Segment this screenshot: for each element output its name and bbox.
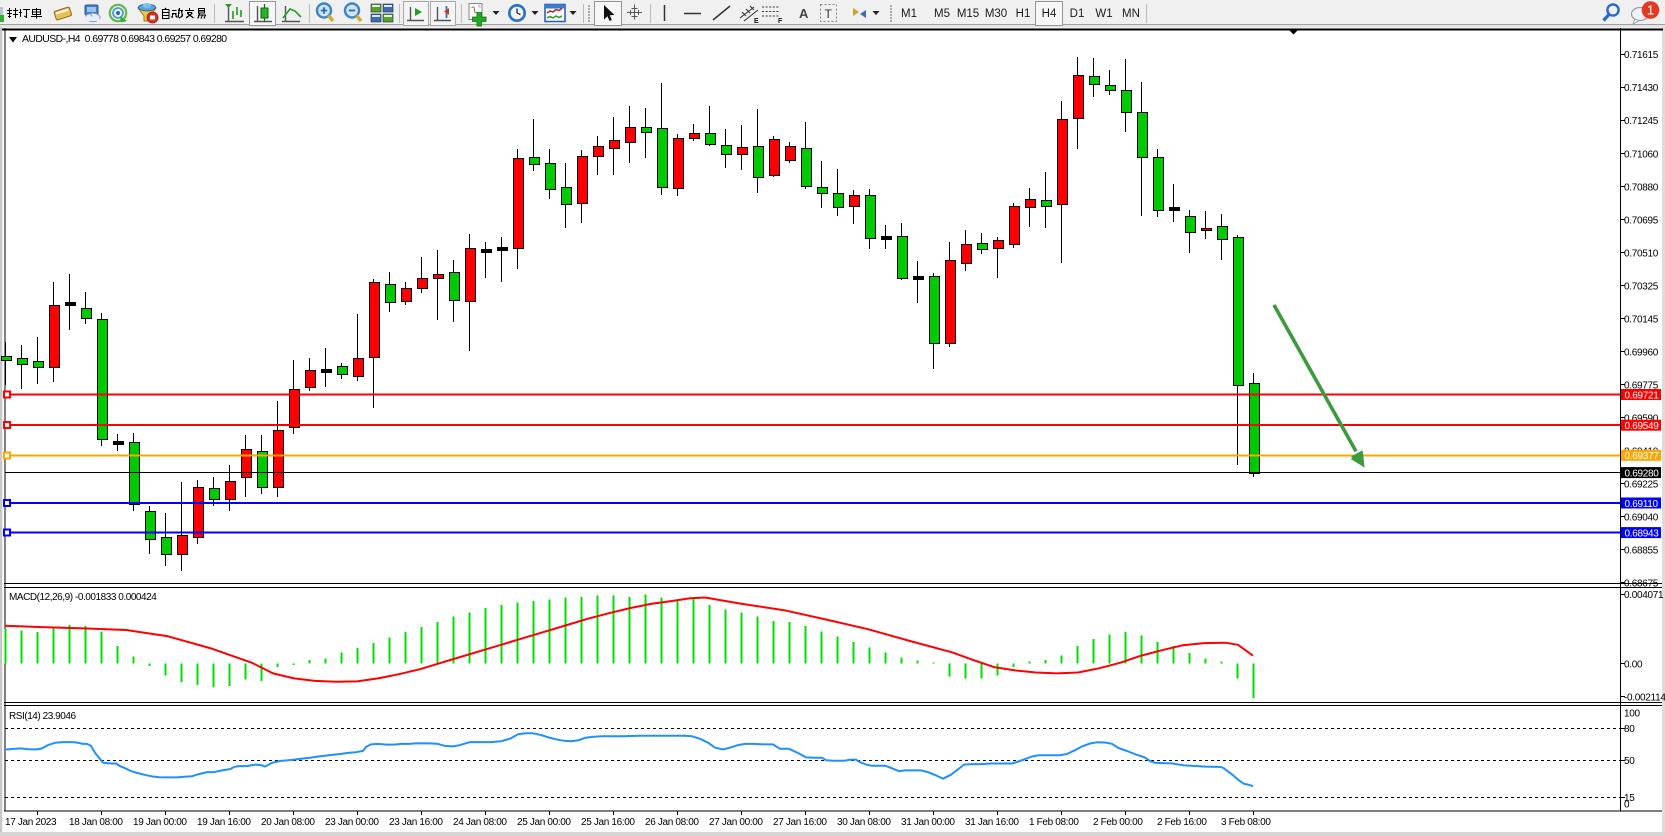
svg-text:0.69721: 0.69721 [1625,390,1660,401]
svg-text:20 Jan 08:00: 20 Jan 08:00 [261,817,315,828]
svg-text:31 Jan 16:00: 31 Jan 16:00 [965,817,1019,828]
svg-text:23 Jan 16:00: 23 Jan 16:00 [389,817,443,828]
svg-text:0.69775: 0.69775 [1624,380,1659,391]
svg-text:0.71060: 0.71060 [1624,149,1659,160]
svg-text:1: 1 [1647,3,1654,18]
svg-text:M15: M15 [957,8,979,20]
svg-text:0.71430: 0.71430 [1624,83,1659,94]
svg-text:0.70510: 0.70510 [1624,248,1659,259]
svg-text:17 Jan 2023: 17 Jan 2023 [5,817,57,828]
svg-text:80: 80 [1624,724,1635,735]
svg-text:E: E [754,18,759,25]
svg-text:0.69110: 0.69110 [1625,499,1659,510]
svg-text:RSI(14) 23.9046: RSI(14) 23.9046 [9,711,77,722]
svg-text:F: F [778,18,783,25]
svg-text:25 Jan 16:00: 25 Jan 16:00 [581,817,635,828]
svg-text:27 Jan 16:00: 27 Jan 16:00 [773,817,827,828]
svg-text:0.69549: 0.69549 [1625,421,1660,432]
svg-text:D1: D1 [1070,8,1085,20]
svg-text:2 Feb 00:00: 2 Feb 00:00 [1093,817,1143,828]
svg-text:0.68675: 0.68675 [1624,579,1659,590]
svg-text:15: 15 [1624,793,1635,804]
svg-text:0.00: 0.00 [1624,659,1643,670]
svg-text:AUDUSD-,H4 0.69778 0.69843 0.: AUDUSD-,H4 0.69778 0.69843 0.69257 0.692… [22,34,227,45]
svg-text:M1: M1 [901,8,917,20]
svg-text:0.69225: 0.69225 [1624,480,1659,491]
svg-text:0: 0 [1624,800,1630,811]
svg-text:19 Jan 16:00: 19 Jan 16:00 [197,817,251,828]
svg-text:MN: MN [1122,8,1140,20]
svg-text:30 Jan 08:00: 30 Jan 08:00 [837,817,891,828]
svg-text:0.70695: 0.70695 [1624,215,1659,226]
svg-text:25 Jan 00:00: 25 Jan 00:00 [517,817,571,828]
svg-text:0.69040: 0.69040 [1624,513,1659,524]
svg-text:0.71245: 0.71245 [1624,116,1659,127]
svg-text:0.69960: 0.69960 [1624,347,1659,358]
svg-text:0.69377: 0.69377 [1625,451,1660,462]
svg-text:0.69280: 0.69280 [1625,468,1660,479]
svg-text:MACD(12,26,9) -0.001833 0.0004: MACD(12,26,9) -0.001833 0.000424 [9,592,157,603]
svg-text:W1: W1 [1095,8,1112,20]
svg-text:19 Jan 00:00: 19 Jan 00:00 [133,817,187,828]
svg-text:0.68943: 0.68943 [1625,528,1660,539]
svg-text:0.004071: 0.004071 [1624,590,1664,601]
svg-text:27 Jan 00:00: 27 Jan 00:00 [709,817,763,828]
svg-text:0.70325: 0.70325 [1624,281,1659,292]
svg-text:-0.002114: -0.002114 [1624,692,1665,703]
svg-text:31 Jan 00:00: 31 Jan 00:00 [901,817,955,828]
svg-text:H1: H1 [1016,8,1031,20]
svg-text:0.68855: 0.68855 [1624,546,1659,557]
svg-text:0.70145: 0.70145 [1624,314,1659,325]
svg-text:26 Jan 08:00: 26 Jan 08:00 [645,817,699,828]
svg-text:0.71615: 0.71615 [1624,50,1659,61]
svg-text:M5: M5 [934,8,950,20]
svg-text:M30: M30 [985,8,1007,20]
svg-text:1 Feb 08:00: 1 Feb 08:00 [1029,817,1079,828]
svg-text:T: T [825,7,833,21]
svg-text:0.69590: 0.69590 [1624,413,1659,424]
svg-text:100: 100 [1624,709,1641,720]
svg-text:50: 50 [1624,756,1635,767]
svg-text:0.70880: 0.70880 [1624,182,1659,193]
svg-text:3 Feb 08:00: 3 Feb 08:00 [1221,817,1271,828]
svg-text:A: A [799,6,809,21]
svg-text:24 Jan 08:00: 24 Jan 08:00 [453,817,507,828]
svg-text:H4: H4 [1042,8,1057,20]
svg-text:18 Jan 08:00: 18 Jan 08:00 [69,817,123,828]
svg-text:2 Feb 16:00: 2 Feb 16:00 [1157,817,1207,828]
svg-text:23 Jan 00:00: 23 Jan 00:00 [325,817,379,828]
